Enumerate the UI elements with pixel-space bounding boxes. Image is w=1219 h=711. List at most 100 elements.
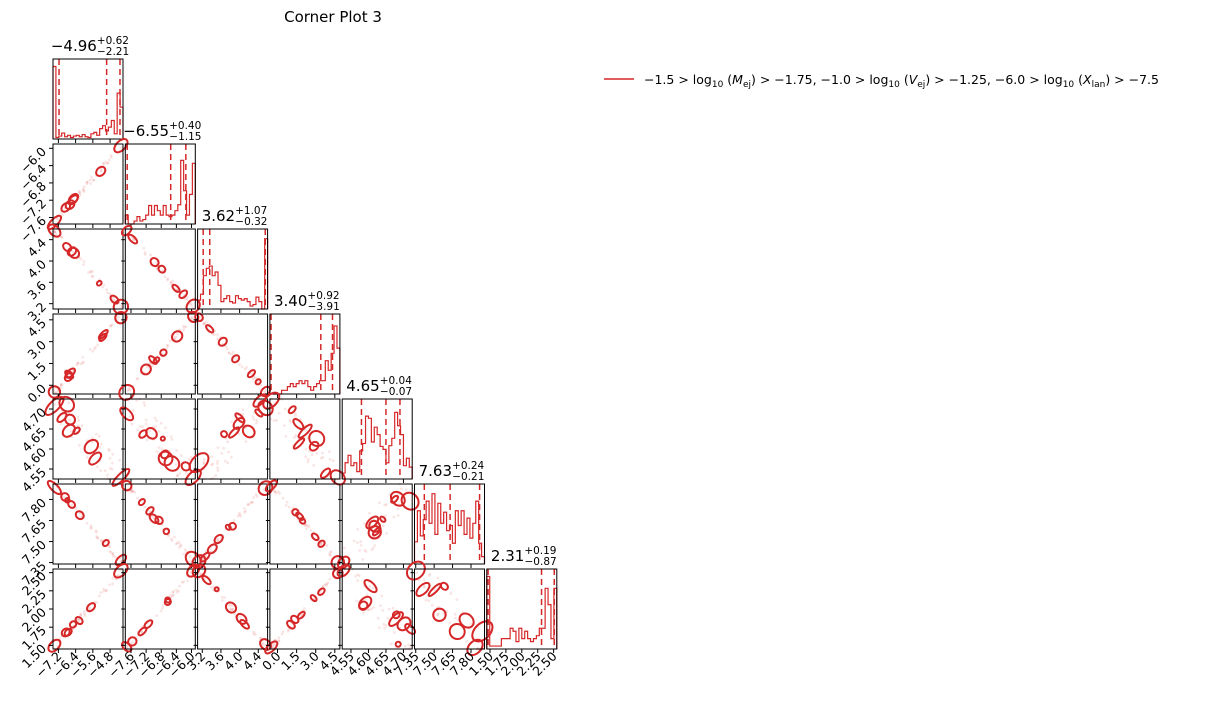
sample-point xyxy=(155,419,158,423)
sample-point xyxy=(251,378,255,381)
histogram-0 xyxy=(52,65,124,139)
panel-frame xyxy=(52,398,124,480)
contour-2-5-4 xyxy=(213,533,224,545)
sample-point xyxy=(71,250,75,254)
sample-point xyxy=(111,552,115,556)
contour-1-5-0 xyxy=(120,479,133,492)
sample-point xyxy=(445,609,449,613)
panel-2-3 xyxy=(193,312,272,398)
sample-point xyxy=(223,459,227,463)
sample-point xyxy=(304,447,308,451)
sample-point xyxy=(202,322,206,326)
sample-point xyxy=(227,604,230,608)
sample-point xyxy=(90,436,94,440)
sample-point xyxy=(172,593,175,597)
sample-point xyxy=(87,271,90,274)
panel-frame xyxy=(124,313,196,395)
sample-point xyxy=(328,553,332,557)
contour-3-6-2 xyxy=(309,594,318,603)
sample-point xyxy=(359,544,363,547)
sample-point xyxy=(377,626,381,630)
sample-point xyxy=(287,505,291,509)
sample-point xyxy=(262,643,265,647)
sample-point xyxy=(209,586,213,589)
sample-point xyxy=(109,156,113,159)
sample-point xyxy=(70,503,74,507)
panel-frame xyxy=(124,143,196,225)
sample-point xyxy=(436,612,440,616)
sample-point xyxy=(102,587,106,591)
legend-label-part: 10 xyxy=(888,80,900,90)
sample-point xyxy=(174,588,178,592)
sample-point xyxy=(216,333,219,336)
sample-point xyxy=(111,461,114,465)
contour-0-2-4 xyxy=(95,279,103,287)
sample-point xyxy=(177,589,180,593)
sample-point xyxy=(176,473,180,477)
sample-point xyxy=(252,630,256,634)
sample-point xyxy=(246,503,250,507)
sample-point xyxy=(352,539,356,543)
panel-frame xyxy=(52,313,124,395)
sample-point xyxy=(58,637,62,640)
legend-label-part: ej xyxy=(743,80,751,90)
sample-point xyxy=(407,643,411,647)
sample-point xyxy=(102,589,106,593)
sample-point xyxy=(118,458,122,462)
sample-point xyxy=(166,277,170,281)
sample-point xyxy=(230,352,234,356)
sample-point xyxy=(74,507,78,510)
sample-point xyxy=(179,543,183,547)
contour-3-6-4 xyxy=(317,587,326,596)
sample-point xyxy=(221,599,224,602)
panel-frame xyxy=(124,483,196,565)
sample-point xyxy=(183,548,187,552)
panel-frame xyxy=(52,483,124,565)
panel-0-6: −7.2−6.4−5.6−4.81.501.752.002.252.50 xyxy=(19,563,129,681)
panel-0-2: 3.23.64.04.4 xyxy=(24,223,130,324)
sample-point xyxy=(321,584,325,588)
sample-point xyxy=(161,604,165,607)
contour-4-6-0 xyxy=(336,563,351,578)
sample-point xyxy=(379,604,382,608)
sample-point xyxy=(369,607,373,611)
sample-point xyxy=(427,599,431,603)
contour-0-1-6 xyxy=(113,138,129,154)
sample-point xyxy=(250,500,253,504)
sample-point xyxy=(77,618,81,621)
sample-point xyxy=(62,495,65,499)
contour-2-4-5 xyxy=(252,393,267,408)
sample-point xyxy=(328,457,332,461)
sample-point xyxy=(216,459,220,463)
contour-4-5-6 xyxy=(367,525,382,540)
sample-point xyxy=(399,487,403,491)
sample-point xyxy=(223,596,226,599)
contour-0-4-4 xyxy=(88,451,103,466)
sample-point xyxy=(111,554,115,558)
sample-point xyxy=(136,428,140,432)
sample-point xyxy=(326,581,330,585)
contour-2-4-0 xyxy=(188,452,210,474)
contour-1-5-2 xyxy=(145,506,155,516)
sample-point xyxy=(111,552,115,556)
sample-point xyxy=(168,339,172,343)
sample-point xyxy=(312,463,316,467)
sample-point xyxy=(105,162,109,165)
sample-point xyxy=(165,347,169,350)
sample-point xyxy=(155,261,159,264)
sample-point xyxy=(359,540,363,544)
sample-point xyxy=(262,390,266,394)
sample-point xyxy=(94,345,97,349)
contour-0-5-5 xyxy=(67,500,76,509)
sample-point xyxy=(79,362,83,366)
sample-point xyxy=(259,383,263,387)
panel-3-6: 0.01.53.04.5 xyxy=(259,567,344,673)
panel-frame xyxy=(124,228,196,310)
sample-point xyxy=(430,603,434,607)
panel-frame xyxy=(269,313,341,395)
sample-point xyxy=(271,646,275,649)
contour-3-6-5 xyxy=(296,610,306,620)
contour-1-5-4 xyxy=(137,498,146,507)
sample-point xyxy=(92,347,96,351)
sample-point xyxy=(170,539,174,543)
